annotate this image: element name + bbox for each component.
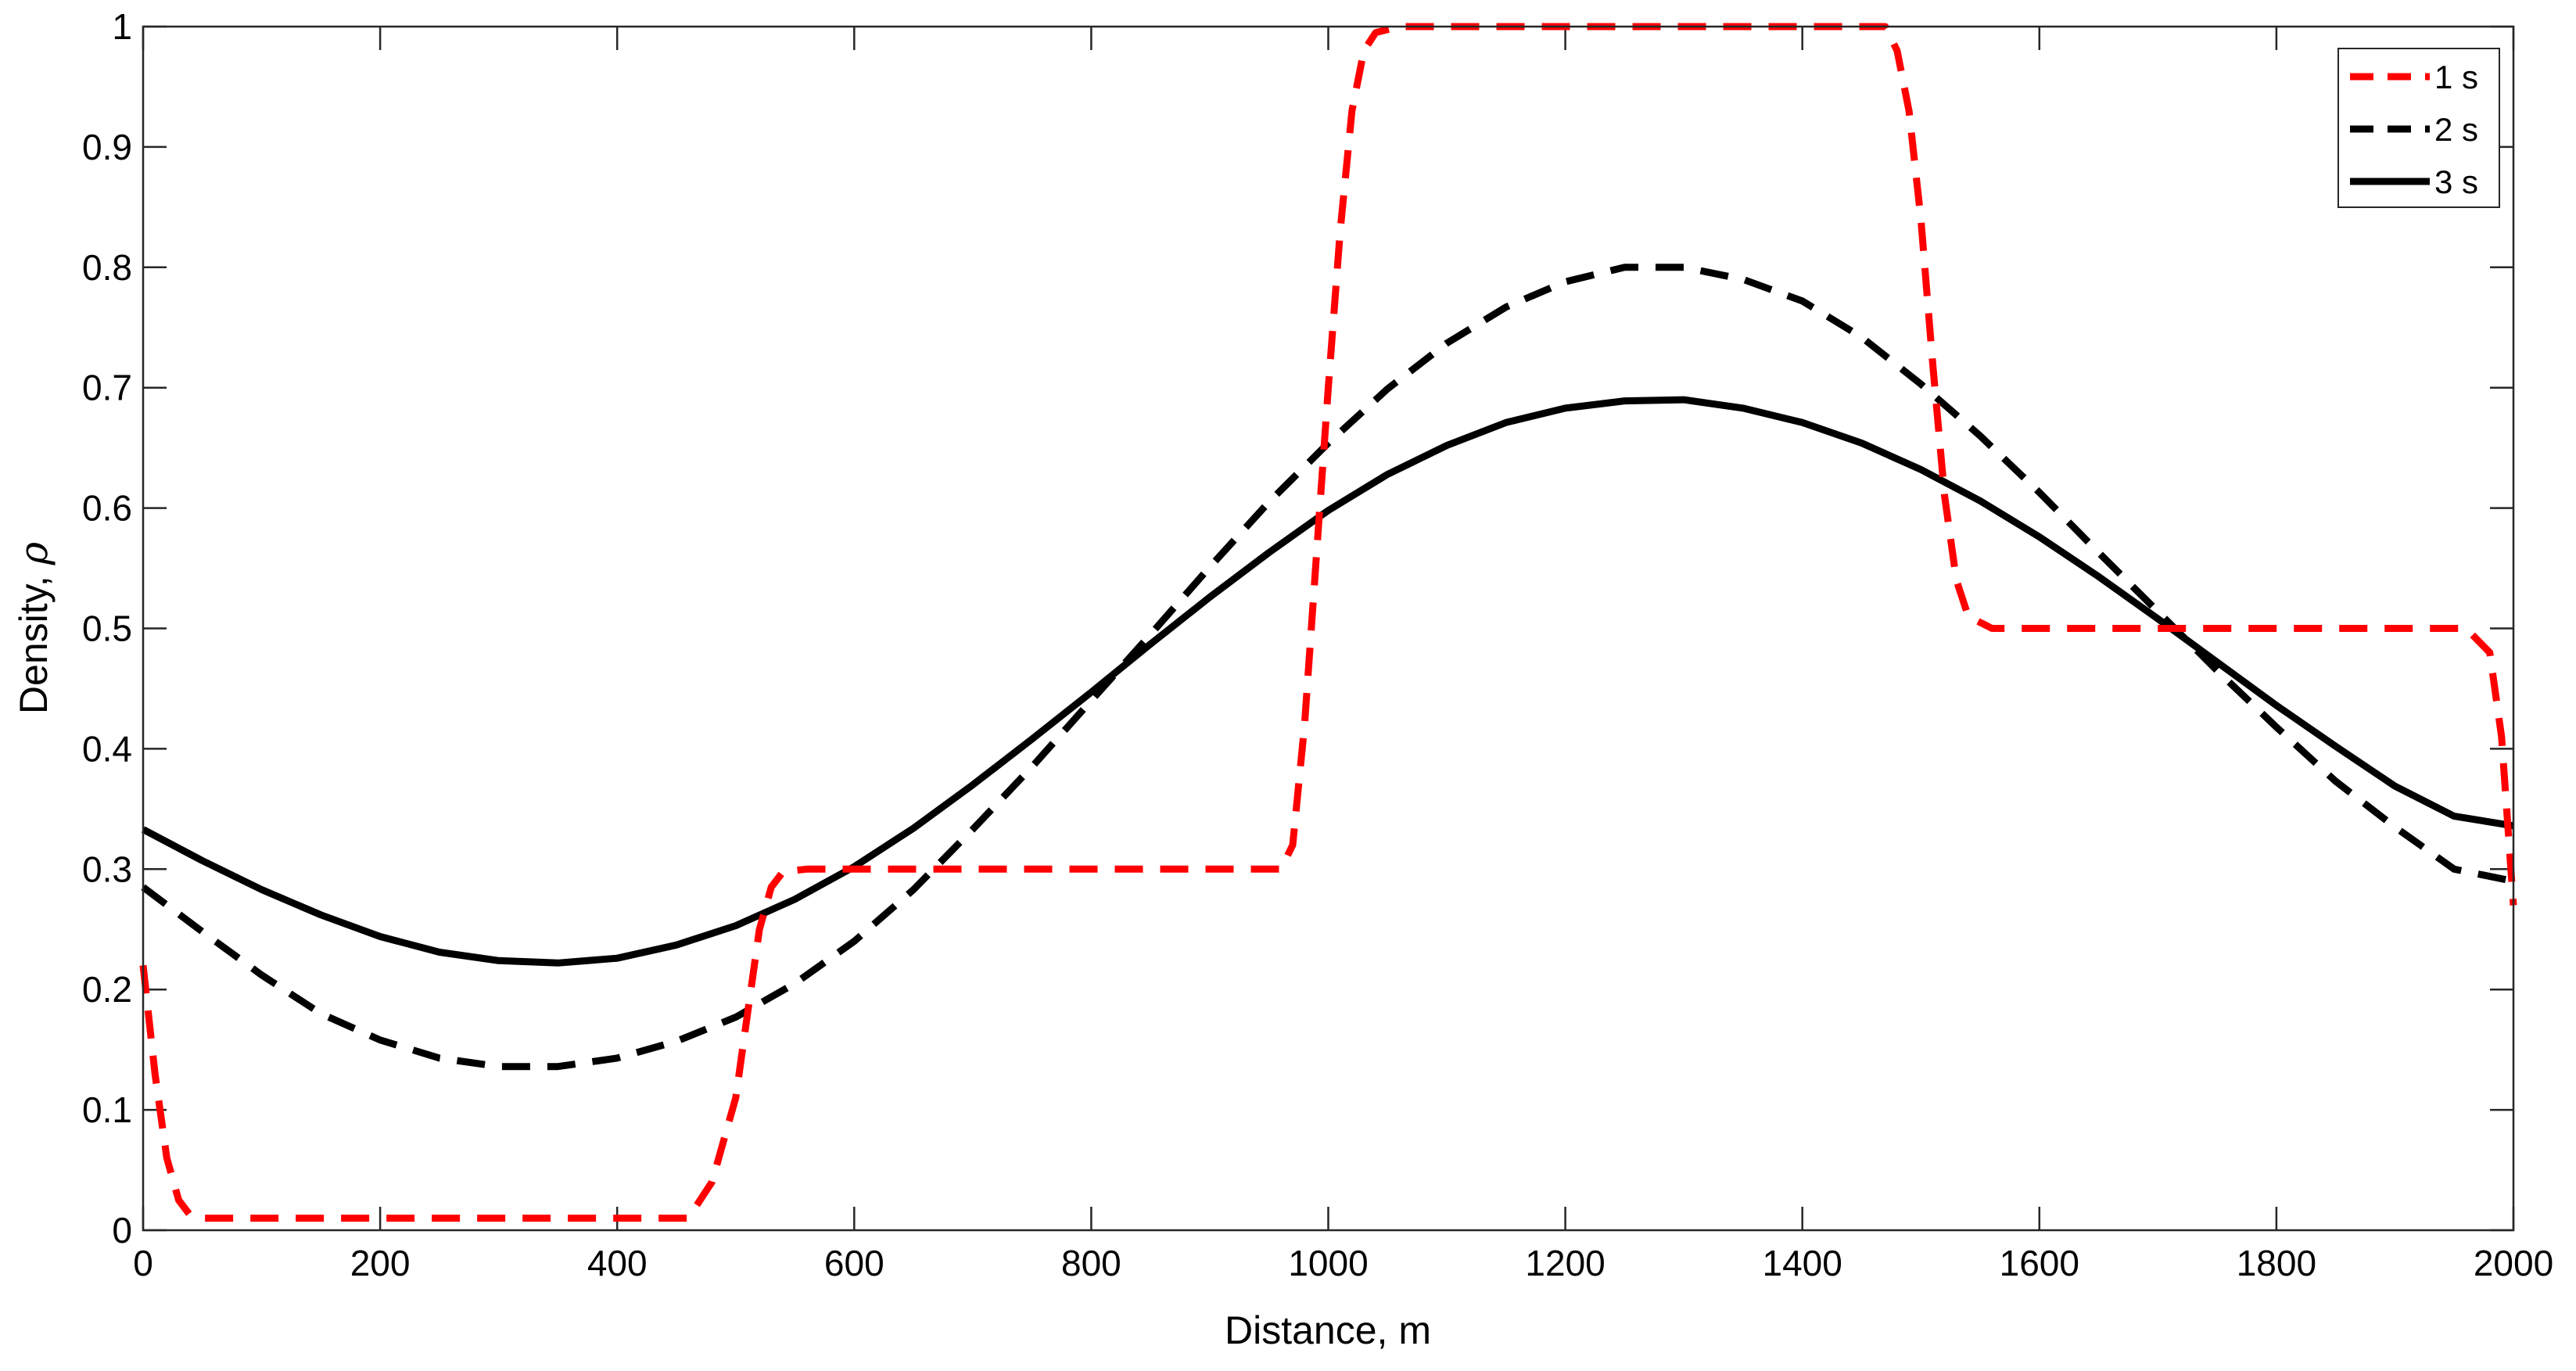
- y-axis-label-symbol: ρ: [11, 541, 56, 565]
- x-tick-label-7: 1400: [1763, 1243, 1842, 1283]
- y-tick-label-6: 0.6: [82, 488, 132, 529]
- x-tick-label-0: 0: [133, 1243, 153, 1283]
- x-tick-labels: 0 200 400 600 800 1000 1200 1400 1600 1800 2000: [133, 1243, 2553, 1283]
- y-tick-label-1: 0.1: [82, 1089, 132, 1130]
- y-tick-label-5: 0.5: [82, 608, 132, 649]
- x-axis-label: Distance, m: [1225, 1308, 1431, 1352]
- series-line-1s: [139, 23, 2517, 1222]
- y-tick-label-3: 0.3: [82, 849, 132, 889]
- y-tick-label-8: 0.8: [82, 247, 132, 288]
- x-tick-label-2: 400: [587, 1243, 648, 1283]
- legend-label-1s: 1 s: [2434, 59, 2478, 95]
- y-tick-label-0: 0: [112, 1210, 132, 1251]
- y-tick-label-4: 0.4: [82, 728, 132, 769]
- x-tick-label-5: 1000: [1288, 1243, 1368, 1283]
- y-tick-label-2: 0.2: [82, 969, 132, 1010]
- plot-frame: [142, 25, 2515, 1232]
- y-tick-label-10: 1: [112, 6, 132, 47]
- y-axis-label: Density, ρ: [11, 541, 56, 714]
- series-line-3s: [141, 396, 2514, 967]
- x-tick-label-4: 800: [1061, 1243, 1121, 1283]
- x-tick-label-9: 1800: [2237, 1243, 2316, 1283]
- y-axis-label-text: Density,: [12, 565, 56, 714]
- series-line-2s: [141, 264, 2514, 1071]
- series-layer: [139, 23, 2517, 1222]
- y-tick-labels: 0 0.1 0.2 0.3 0.4 0.5 0.6 0.7 0.8 0.9 1: [82, 6, 132, 1251]
- x-tick-label-3: 600: [824, 1243, 884, 1283]
- y-tick-label-9: 0.9: [82, 127, 132, 167]
- x-tick-label-6: 1200: [1525, 1243, 1605, 1283]
- legend-label-2s: 2 s: [2434, 111, 2478, 148]
- legend-label-3s: 3 s: [2434, 163, 2478, 200]
- x-tick-label-10: 2000: [2474, 1243, 2553, 1283]
- y-tick-label-7: 0.7: [82, 368, 132, 408]
- x-tick-label-8: 1600: [2000, 1243, 2079, 1283]
- legend: 1 s 2 s 3 s: [2337, 48, 2500, 208]
- x-tick-label-1: 200: [350, 1243, 411, 1283]
